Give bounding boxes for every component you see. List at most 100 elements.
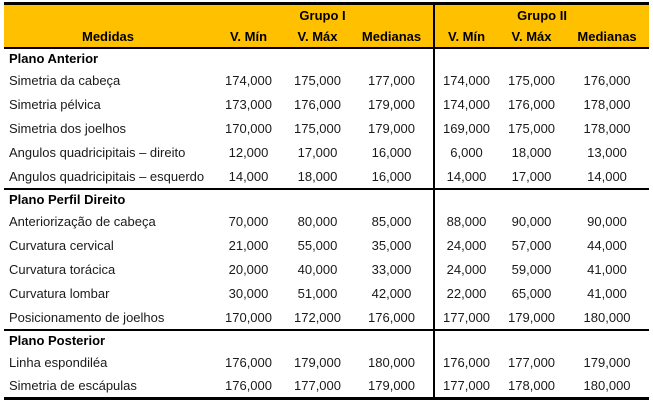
g1-vmin-value: 174,000: [225, 73, 272, 88]
g2-vmax-value: 90,000: [511, 214, 552, 229]
section-row: Plano Perfil Direito: [4, 187, 650, 210]
measure-label: Linha espondiléa: [9, 355, 108, 370]
g2-vmax-value: 59,000: [511, 262, 552, 277]
g2-vmax-value: 176,000: [508, 97, 556, 112]
section-row: Plano Anterior: [4, 46, 650, 69]
g1-medianas-value: 180,000: [368, 355, 416, 370]
g2-vmin-value: 176,000: [433, 350, 499, 375]
g1-vmax-value: 177,000: [294, 378, 341, 394]
measure-label: Posicionamento de joelhos: [9, 309, 165, 325]
g1-vmin-value: 170,000: [225, 121, 272, 136]
g1-medianas-value: 176,000: [368, 309, 416, 325]
measure-label: Anteriorização de cabeça: [9, 214, 156, 229]
section-row-spacer: [433, 187, 650, 210]
g2-vmin-value: 177,000: [433, 374, 499, 399]
g2-medianas-value: 90,000: [587, 214, 627, 229]
g1-medianas-value: 35,000: [371, 238, 412, 253]
g1-vmax-value: 175,000: [294, 73, 341, 88]
g2-vmin-value: 22,000: [433, 281, 499, 306]
g2-vmin-value: 169,000: [433, 116, 499, 141]
g1-vmin-column-header: V. Mín: [212, 25, 285, 49]
g2-vmin-value: 177,000: [433, 305, 499, 330]
group2-header: Grupo II: [433, 3, 650, 26]
g2-medianas-value: 41,000: [587, 262, 627, 277]
g2-vmin-value: 24,000: [433, 257, 499, 282]
g1-medianas-column-header: Medianas: [350, 25, 435, 49]
g1-vmin-value: 14,000: [228, 168, 269, 184]
g1-medianas-value: 179,000: [368, 378, 416, 394]
g2-medianas-value: 14,000: [587, 168, 627, 184]
measure-label: Curvatura lombar: [9, 286, 110, 301]
measure-label: Angulos quadricipitais – esquerdo: [9, 168, 205, 184]
g1-medianas-value: 33,000: [371, 262, 412, 277]
g1-vmax-value: 176,000: [294, 97, 341, 112]
group1-header: Grupo I: [212, 3, 435, 26]
g1-vmin-value: 20,000: [228, 262, 269, 277]
g1-medianas-value: 42,000: [371, 286, 412, 301]
data-row: Curvatura cervical 21,000 55,000 35,000 24,0…: [4, 233, 649, 258]
g1-vmax-value: 175,000: [294, 121, 341, 136]
section-row-spacer: [433, 328, 650, 351]
table-header: Grupo I Grupo II Medidas V. Mín V. Máx M…: [4, 3, 650, 49]
data-row: Angulos quadricipitais – esquerdo 14,000 1…: [4, 164, 649, 189]
g2-vmin-value: 174,000: [433, 92, 499, 117]
g2-vmin-value: 14,000: [433, 164, 499, 189]
g2-vmin-value: 174,000: [433, 68, 499, 93]
g1-vmax-value: 55,000: [297, 238, 338, 253]
data-row: Simetria de escápulas 176,000 177,000 179,0…: [4, 374, 649, 399]
g1-vmax-column-header: V. Máx: [285, 25, 350, 49]
g2-medianas-value: 180,000: [583, 378, 631, 394]
g1-vmin-value: 170,000: [225, 309, 272, 325]
g2-medianas-value: 176,000: [583, 73, 631, 88]
g1-vmin-value: 176,000: [225, 378, 272, 394]
g1-medianas-value: 16,000: [371, 145, 412, 160]
g1-vmin-value: 176,000: [225, 355, 272, 370]
data-row: Linha espondiléa 176,000 179,000 180,000 176…: [4, 350, 649, 375]
g2-vmin-value: 24,000: [433, 233, 499, 258]
data-row: Posicionamento de joelhos 170,000 172,000 1…: [4, 305, 649, 330]
data-row: Simetria dos joelhos 170,000 175,000 179,00…: [4, 116, 649, 141]
g1-vmin-value: 70,000: [228, 214, 269, 229]
g2-medianas-value: 41,000: [587, 286, 627, 301]
column-header-row: Medidas V. Mín V. Máx Medianas V. Mín V.…: [4, 25, 650, 49]
g1-vmin-value: 21,000: [228, 238, 269, 253]
g1-vmax-value: 80,000: [297, 214, 338, 229]
g2-vmax-column-header: V. Máx: [498, 25, 566, 49]
section-row: Plano Posterior: [4, 328, 650, 351]
medidas-column-header: Medidas: [4, 25, 212, 49]
g2-vmax-value: 179,000: [508, 309, 556, 325]
g1-vmin-value: 12,000: [228, 145, 269, 160]
g2-vmax-value: 175,000: [508, 121, 556, 136]
g1-vmax-value: 172,000: [294, 309, 341, 325]
g2-vmax-value: 175,000: [508, 73, 556, 88]
g2-vmax-value: 18,000: [511, 145, 552, 160]
section-title: Plano Perfil Direito: [4, 187, 435, 210]
data-row: Angulos quadricipitais – direito 12,000 17…: [4, 140, 649, 165]
g2-vmin-value: 88,000: [433, 209, 499, 234]
g1-medianas-value: 179,000: [368, 121, 416, 136]
measure-label: Simetria dos joelhos: [9, 121, 127, 136]
g2-vmax-value: 65,000: [511, 286, 552, 301]
measure-label: Curvatura torácica: [9, 262, 116, 277]
g2-medianas-value: 13,000: [587, 145, 627, 160]
data-row: Simetria pélvica 173,000 176,000 179,000 174…: [4, 92, 649, 117]
data-row: Simetria da cabeça 174,000 175,000 177,000 1…: [4, 68, 649, 93]
data-row: Anteriorização de cabeça 70,000 80,000 85,0…: [4, 209, 649, 234]
measure-label: Simetria de escápulas: [9, 378, 137, 394]
measurements-table: Grupo I Grupo II Medidas V. Mín V. Máx M…: [4, 2, 650, 400]
table-body: Plano Anterior Simetria da cabeça 174,000 1…: [4, 46, 650, 399]
corner-cell: [4, 3, 212, 26]
g1-vmax-value: 17,000: [297, 145, 338, 160]
g2-medianas-column-header: Medianas: [565, 25, 650, 49]
section-row-spacer: [433, 46, 650, 69]
section-title: Plano Anterior: [4, 46, 435, 69]
measure-label: Angulos quadricipitais – direito: [9, 145, 186, 160]
g1-medianas-value: 177,000: [368, 73, 416, 88]
measure-label: Curvatura cervical: [9, 238, 114, 253]
g1-vmin-value: 30,000: [228, 286, 269, 301]
g1-vmax-value: 18,000: [297, 168, 338, 184]
g1-vmax-value: 51,000: [297, 286, 338, 301]
g2-medianas-value: 178,000: [583, 97, 631, 112]
group-header-row: Grupo I Grupo II: [4, 3, 650, 26]
